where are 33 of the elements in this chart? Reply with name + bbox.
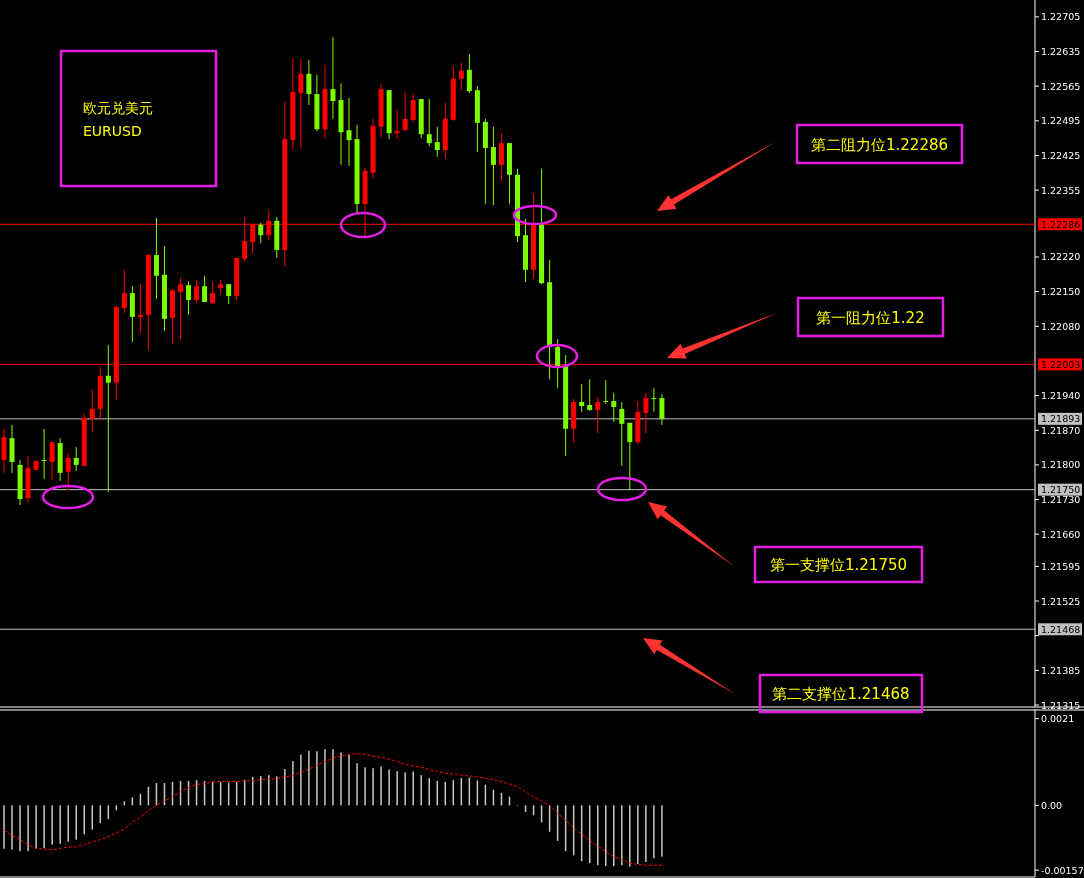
y-tick-label: 1.21730 bbox=[1041, 494, 1081, 506]
y-tick-label: 1.22080 bbox=[1041, 320, 1081, 332]
y-tick-label: 1.21525 bbox=[1041, 595, 1081, 607]
annotation: 第一阻力位1.22 bbox=[816, 308, 925, 327]
y-tick-label: 1.21660 bbox=[1041, 528, 1081, 540]
y-tick-label: 1.21595 bbox=[1041, 560, 1081, 572]
y-tick-label: 1.22495 bbox=[1041, 115, 1081, 127]
y-tick-label: 1.21385 bbox=[1041, 664, 1081, 676]
y-tick-label: 1.21315 bbox=[1041, 699, 1081, 711]
y-tick-label: 1.21870 bbox=[1041, 424, 1081, 436]
ref-line-label: 1.21750 bbox=[1041, 484, 1081, 496]
ref-line-label: 1.21468 bbox=[1041, 623, 1081, 635]
y-tick-label: 1.22565 bbox=[1041, 80, 1081, 92]
y-tick-label: 1.22635 bbox=[1041, 46, 1081, 58]
annotation: 第二支撑位1.21468 bbox=[772, 685, 910, 703]
line-series bbox=[3, 753, 663, 866]
y-tick-label: 0.0021 bbox=[1041, 713, 1075, 725]
y-tick-label: 0.00 bbox=[1041, 799, 1063, 811]
y-tick-label: 1.21800 bbox=[1041, 459, 1081, 471]
y-tick-label: 1.22150 bbox=[1041, 286, 1081, 298]
ref-line-label: 1.21893 bbox=[1041, 413, 1081, 425]
y-tick-label: 1.22425 bbox=[1041, 149, 1081, 161]
y-tick-label: -0.00157 bbox=[1041, 864, 1084, 876]
text: EURUSD bbox=[83, 123, 142, 139]
y-tick-label: 1.22355 bbox=[1041, 184, 1081, 196]
annotation: 第二阻力位1.22286 bbox=[810, 135, 949, 154]
text: 欧元兑美元 bbox=[83, 100, 153, 116]
y-tick-label: 1.21940 bbox=[1041, 390, 1081, 402]
ref-line-label: 1.22286 bbox=[1041, 218, 1081, 230]
y-tick-label: 1.22220 bbox=[1041, 251, 1081, 263]
annotation: 第一支撑位1.21750 bbox=[769, 556, 908, 574]
y-tick-label: 1.22705 bbox=[1041, 11, 1081, 23]
ref-line-label: 1.22003 bbox=[1041, 358, 1081, 370]
